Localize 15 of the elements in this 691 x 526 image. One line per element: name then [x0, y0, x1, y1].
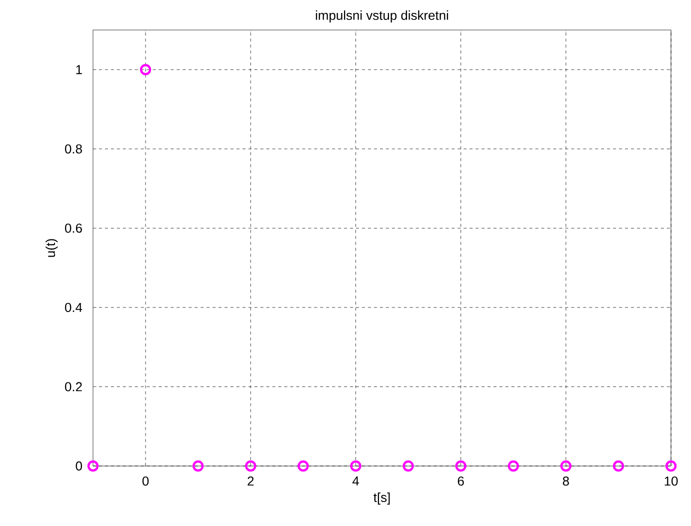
y-tick-label: 0.4	[65, 302, 82, 312]
y-tick-label: 0.8	[65, 144, 82, 154]
y-tick-label: 0	[76, 461, 82, 471]
x-tick-label: 2	[248, 476, 254, 486]
x-tick-label: 4	[352, 476, 359, 486]
x-axis-title: t[s]	[374, 492, 390, 505]
x-tick-label: 6	[458, 476, 464, 486]
y-axis-title: u(t)	[46, 239, 58, 257]
x-tick-label: 10	[664, 476, 678, 486]
x-tick-label: 8	[562, 476, 569, 486]
x-tick-label: 0	[142, 476, 149, 486]
y-tick-label: 0.2	[65, 382, 82, 392]
y-tick-label: 0.6	[65, 224, 82, 233]
chart-title: impulsni vstup diskretni	[316, 10, 448, 22]
y-tick-label: 1	[76, 65, 82, 74]
